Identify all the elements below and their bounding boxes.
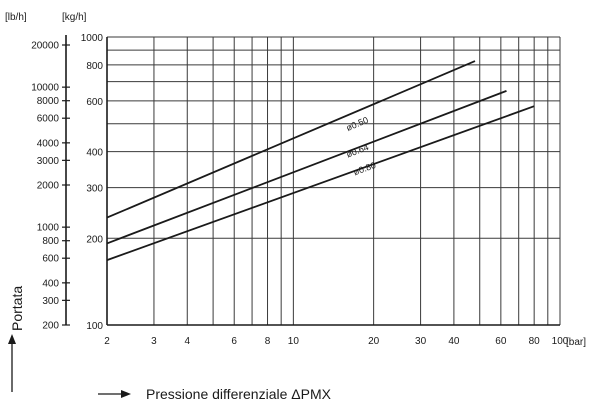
x-tick-label: 6 (231, 336, 237, 347)
y-unit-label-primary: [kg/h] (62, 12, 87, 23)
series-line (106, 105, 535, 261)
x-axis-title: Pressione differenziale ΔPMX (98, 386, 332, 402)
y-axis-title: Portata (8, 286, 25, 392)
x-tick-label: 60 (495, 336, 507, 347)
secondary-y-tick-label: 600 (42, 254, 59, 265)
grid (106, 36, 561, 326)
y-tick-labels: 100 200 300 400 600 800 1000 (81, 33, 104, 332)
secondary-y-tick-label: 10000 (31, 83, 59, 94)
x-tick-labels: 2 3 4 6 8 10 20 30 40 60 80 100 (104, 336, 569, 347)
secondary-y-tick-label: 400 (42, 278, 59, 289)
y-axis-label: Portata (9, 286, 25, 331)
x-axis-label: Pressione differenziale ΔPMX (146, 386, 332, 402)
secondary-y-tick-label: 4000 (37, 138, 60, 149)
y-tick-label: 400 (86, 148, 103, 159)
x-tick-label: 20 (368, 336, 380, 347)
secondary-y-tick-label: 6000 (37, 114, 60, 125)
x-tick-label: 8 (265, 336, 271, 347)
y-tick-label: 800 (86, 61, 103, 72)
series-label: ø0.64 (345, 142, 370, 160)
secondary-y-tick-label: 3000 (37, 156, 60, 167)
x-tick-label: 3 (151, 336, 157, 347)
secondary-y-tick-label: 200 (42, 321, 59, 332)
x-tick-label: 40 (448, 336, 460, 347)
x-tick-label: 10 (288, 336, 300, 347)
y-axis-arrowhead (8, 334, 16, 344)
x-tick-label: 100 (552, 336, 569, 347)
secondary-y-tick-label: 8000 (37, 96, 60, 107)
secondary-y-tick-label: 20000 (31, 41, 59, 52)
series-line (106, 90, 507, 245)
series-label: ø0.50 (345, 115, 370, 133)
y-tick-label: 100 (86, 321, 103, 332)
y-unit-label-secondary: [lb/h] (5, 12, 27, 23)
y-tick-label: 1000 (81, 33, 104, 44)
series-line (106, 60, 476, 219)
y-tick-label: 600 (86, 97, 103, 108)
x-tick-label: 2 (104, 336, 110, 347)
secondary-y-tick-label: 1000 (37, 223, 60, 234)
secondary-y-tick-label: 300 (42, 296, 59, 307)
y-tick-label: 200 (86, 234, 103, 245)
secondary-y-tick-label: 800 (42, 236, 59, 247)
y-tick-label: 300 (86, 184, 103, 195)
x-unit-label: [bar] (566, 337, 586, 348)
secondary-y-tick-label: 2000 (37, 181, 60, 192)
x-axis-arrowhead (121, 390, 131, 398)
secondary-y-axis: 20000 10000 8000 6000 4000 3000 2000 1000 800 600… (31, 35, 70, 332)
x-tick-label: 4 (184, 336, 190, 347)
x-tick-label: 30 (415, 336, 427, 347)
series-lines (106, 60, 535, 261)
x-tick-label: 80 (529, 336, 541, 347)
